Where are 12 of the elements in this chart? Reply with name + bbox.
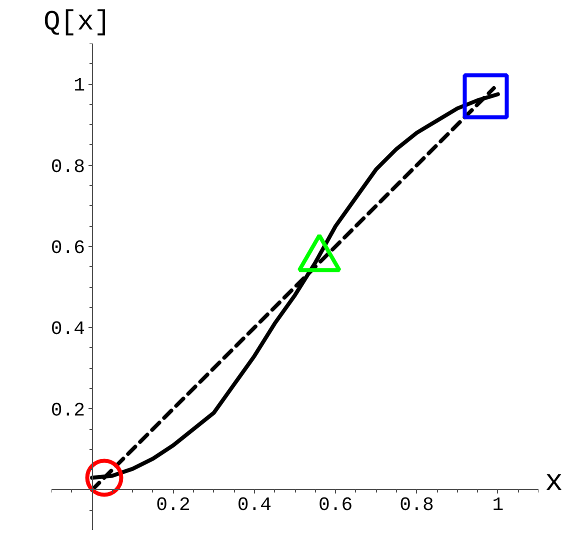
y-tick-label: 1 <box>74 74 86 97</box>
x-tick-label: 0.8 <box>400 494 434 516</box>
y-tick-label: 0.8 <box>50 156 86 178</box>
x-tick-label: 0.6 <box>318 494 353 516</box>
y-tick-label: 0.6 <box>50 236 86 259</box>
y-tick-label: 0.4 <box>50 318 86 340</box>
x-axis-title: x <box>545 465 564 502</box>
x-tick-label: 0.4 <box>237 494 272 516</box>
x-tick-label: 0.2 <box>156 494 190 516</box>
y-axis-title: Q[x] <box>44 8 111 38</box>
x-tick-label: 1 <box>492 494 504 516</box>
y-tick-label: 0.2 <box>50 399 86 422</box>
